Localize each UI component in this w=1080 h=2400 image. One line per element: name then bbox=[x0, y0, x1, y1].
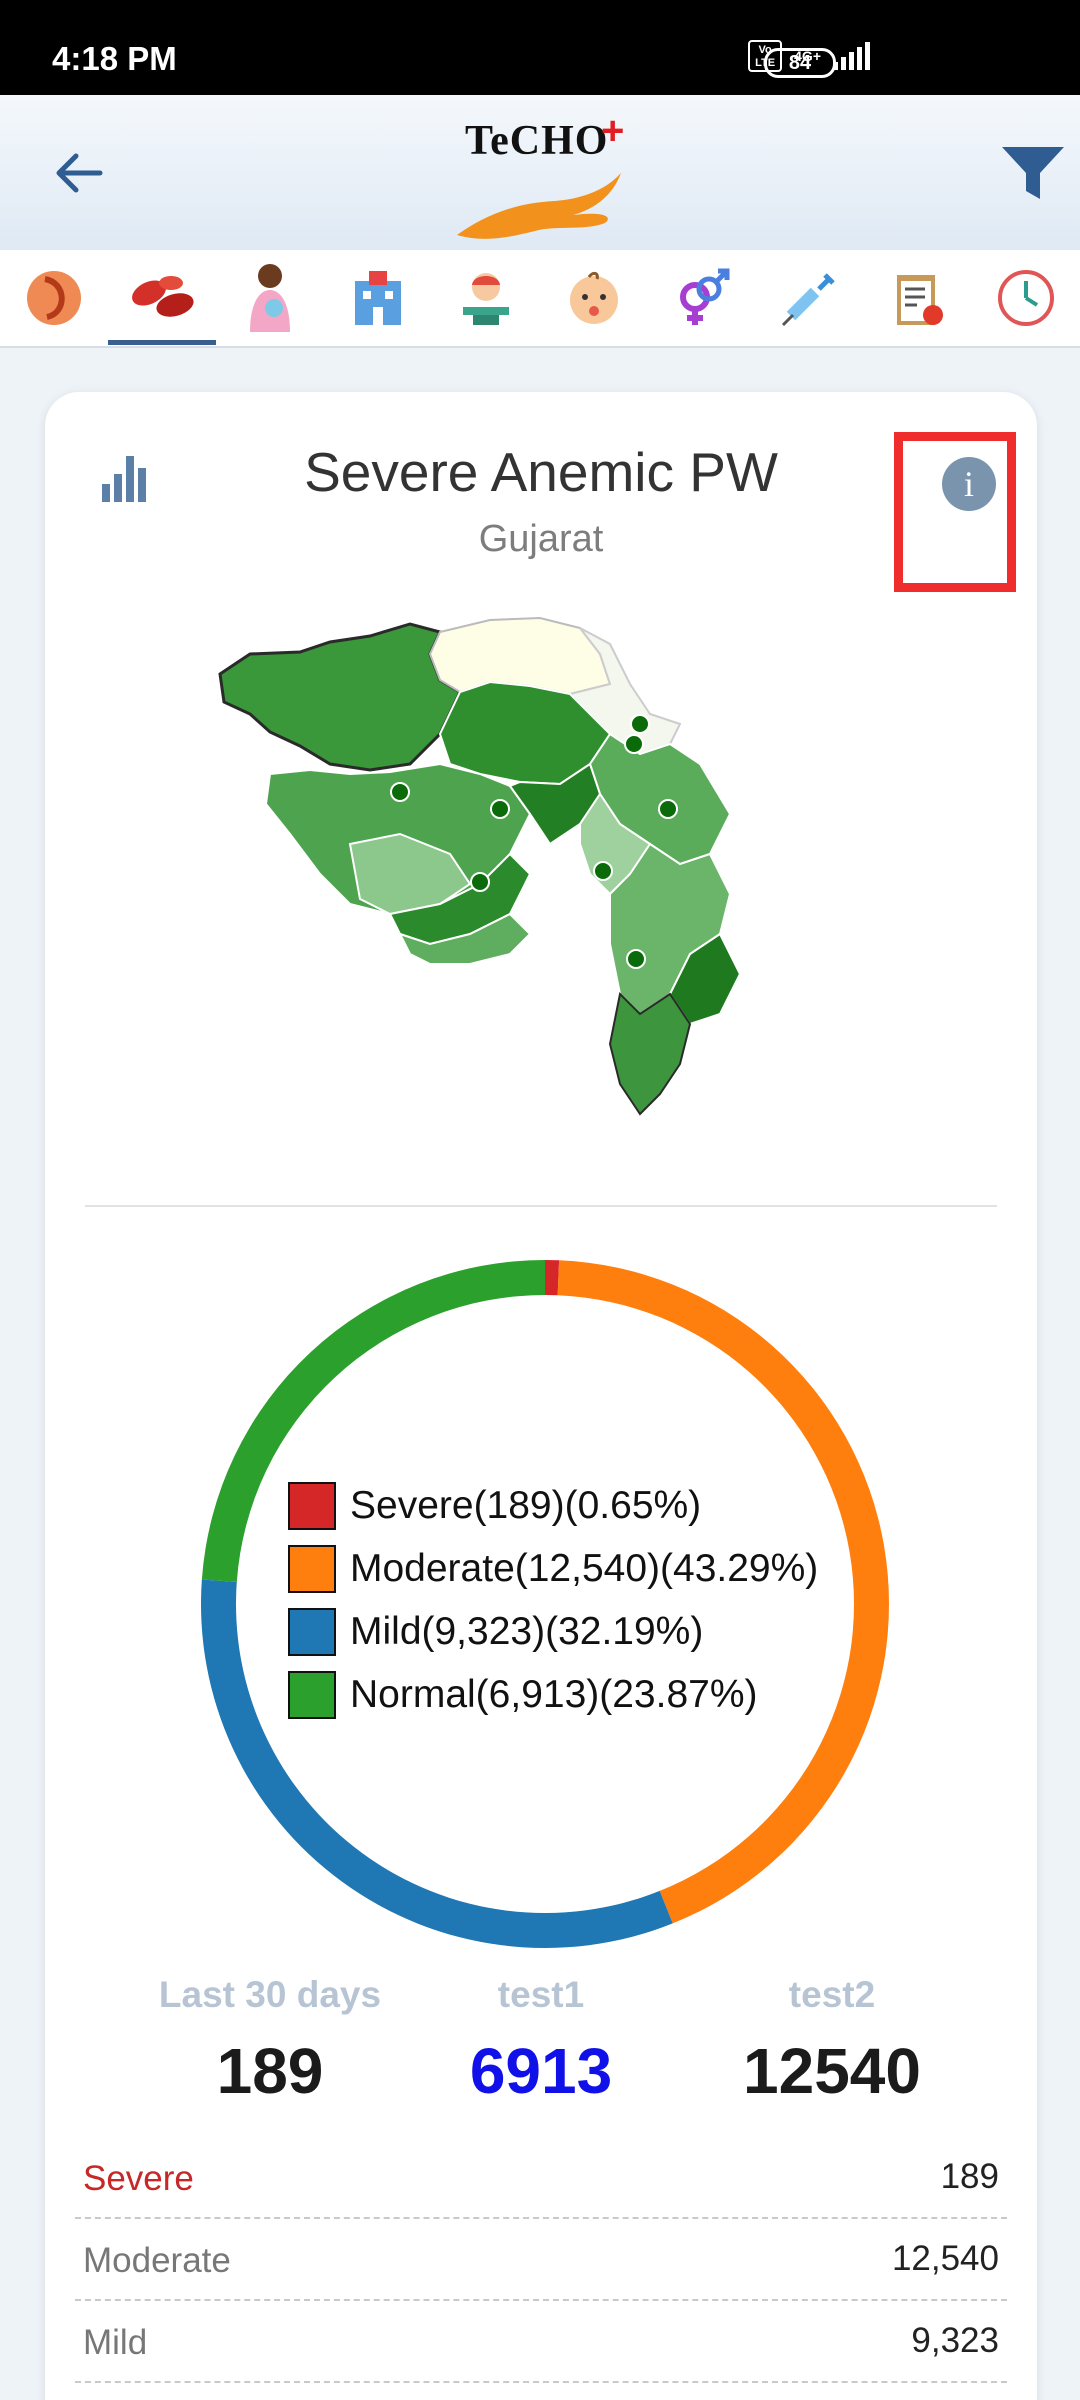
back-arrow-icon[interactable] bbox=[50, 145, 106, 201]
stat-label: Last 30 days bbox=[158, 1974, 382, 2015]
info-icon[interactable]: i bbox=[942, 457, 996, 511]
stats-summary: Last 30 days 189 test1 6913 test2 12540 bbox=[45, 1974, 1037, 2124]
stat-test2[interactable]: test2 12540 bbox=[667, 1974, 997, 2108]
card-subtitle: Gujarat bbox=[478, 518, 604, 560]
breakdown-table: Severe 189 Moderate 12,540 Mild 9,323 bbox=[75, 2137, 1007, 2383]
status-time: 4:18 PM bbox=[52, 40, 177, 77]
map-region-kutch[interactable] bbox=[218, 622, 462, 772]
gujarat-map[interactable] bbox=[210, 614, 920, 1139]
logo-plus: + bbox=[601, 109, 625, 153]
stat-value: 6913 bbox=[469, 2035, 613, 2107]
stat-last-30-days[interactable]: Last 30 days 189 bbox=[105, 1974, 435, 2108]
category-tab-bar bbox=[0, 250, 1080, 348]
legend-label: Normal(6,913)(23.87%) bbox=[350, 1672, 758, 1716]
legend-item-mild[interactable]: Mild(9,323)(32.19%) bbox=[288, 1600, 818, 1663]
legend-item-normal[interactable]: Normal(6,913)(23.87%) bbox=[288, 1663, 818, 1726]
indicator-card: Severe Anemic PW Gujarat i Severe(189)(0 bbox=[45, 392, 1037, 2400]
legend-label: Mild(9,323)(32.19%) bbox=[350, 1609, 704, 1653]
techo-logo: TeCHO + bbox=[455, 109, 625, 242]
legend-swatch bbox=[288, 1607, 336, 1656]
legend-swatch bbox=[288, 1481, 336, 1530]
row-label: Mild bbox=[83, 2323, 148, 2362]
pregnancy-icon[interactable] bbox=[18, 262, 90, 334]
map-marker[interactable] bbox=[390, 782, 410, 802]
donut-slice-moderate[interactable] bbox=[557, 1260, 889, 1924]
donut-slice-severe[interactable] bbox=[545, 1260, 560, 1296]
stat-label: test1 bbox=[497, 1974, 585, 2015]
map-marker[interactable] bbox=[626, 949, 646, 969]
legend-label: Moderate(12,540)(43.29%) bbox=[350, 1546, 819, 1590]
mother-baby-icon[interactable] bbox=[234, 262, 306, 334]
highlight-box bbox=[894, 432, 1016, 592]
map-marker[interactable] bbox=[470, 872, 490, 892]
row-value: 12,540 bbox=[891, 2239, 999, 2278]
infant-weighing-icon[interactable] bbox=[450, 262, 522, 334]
table-row[interactable]: Severe 189 bbox=[75, 2137, 1007, 2219]
syringe-icon[interactable] bbox=[774, 262, 846, 334]
legend-swatch bbox=[288, 1544, 336, 1593]
legend-item-moderate[interactable]: Moderate(12,540)(43.29%) bbox=[288, 1537, 818, 1600]
map-region-southwest[interactable] bbox=[398, 912, 532, 965]
hand-icon bbox=[457, 173, 621, 239]
row-value: 189 bbox=[940, 2157, 999, 2196]
stat-value: 12540 bbox=[743, 2035, 921, 2107]
map-marker[interactable] bbox=[624, 734, 644, 754]
donut-chart[interactable] bbox=[195, 1254, 895, 1954]
hospital-icon[interactable] bbox=[342, 262, 414, 334]
table-row[interactable]: Mild 9,323 bbox=[75, 2301, 1007, 2383]
donut-slice-normal[interactable] bbox=[201, 1260, 545, 1583]
status-bar: 4:18 PM Vo LTE 4G+ 84 bbox=[0, 0, 1080, 95]
map-region-saurashtra-south[interactable] bbox=[348, 832, 472, 916]
map-marker[interactable] bbox=[593, 861, 613, 881]
bar-chart-icon[interactable] bbox=[100, 454, 150, 504]
baby-face-icon[interactable] bbox=[558, 262, 630, 334]
clipboard-nutrition-icon[interactable] bbox=[882, 262, 954, 334]
signal-strength-icon bbox=[833, 42, 870, 70]
logo-text: TeCHO bbox=[465, 118, 609, 164]
growth-clock-icon[interactable] bbox=[990, 262, 1062, 334]
map-marker[interactable] bbox=[630, 714, 650, 734]
blood-cells-icon[interactable] bbox=[126, 262, 198, 334]
network-type-label: 4G+ bbox=[794, 48, 821, 64]
map-marker[interactable] bbox=[490, 799, 510, 819]
card-title: Severe Anemic PW bbox=[304, 441, 778, 503]
map-marker[interactable] bbox=[658, 799, 678, 819]
legend-item-severe[interactable]: Severe(189)(0.65%) bbox=[288, 1474, 818, 1537]
donut-slice-mild[interactable] bbox=[201, 1579, 673, 1948]
stat-test1[interactable]: test1 6913 bbox=[376, 1974, 706, 2108]
selected-tab-indicator bbox=[108, 340, 216, 345]
battery-icon: 84 bbox=[764, 48, 836, 78]
filter-icon[interactable] bbox=[1000, 143, 1066, 203]
legend-swatch bbox=[288, 1670, 336, 1719]
table-row[interactable]: Moderate 12,540 bbox=[75, 2219, 1007, 2301]
row-label: Severe bbox=[83, 2159, 194, 2198]
app-header: TeCHO + bbox=[0, 95, 1080, 250]
row-label: Moderate bbox=[83, 2241, 231, 2280]
gender-icon[interactable] bbox=[666, 262, 738, 334]
stat-label: test2 bbox=[788, 1974, 876, 2015]
stat-value: 189 bbox=[216, 2035, 324, 2107]
map-region-valsad[interactable] bbox=[608, 991, 692, 1116]
row-value: 9,323 bbox=[911, 2321, 999, 2360]
divider bbox=[85, 1205, 997, 1207]
legend-label: Severe(189)(0.65%) bbox=[350, 1483, 702, 1527]
chart-legend: Severe(189)(0.65%) Moderate(12,540)(43.2… bbox=[288, 1474, 818, 1726]
